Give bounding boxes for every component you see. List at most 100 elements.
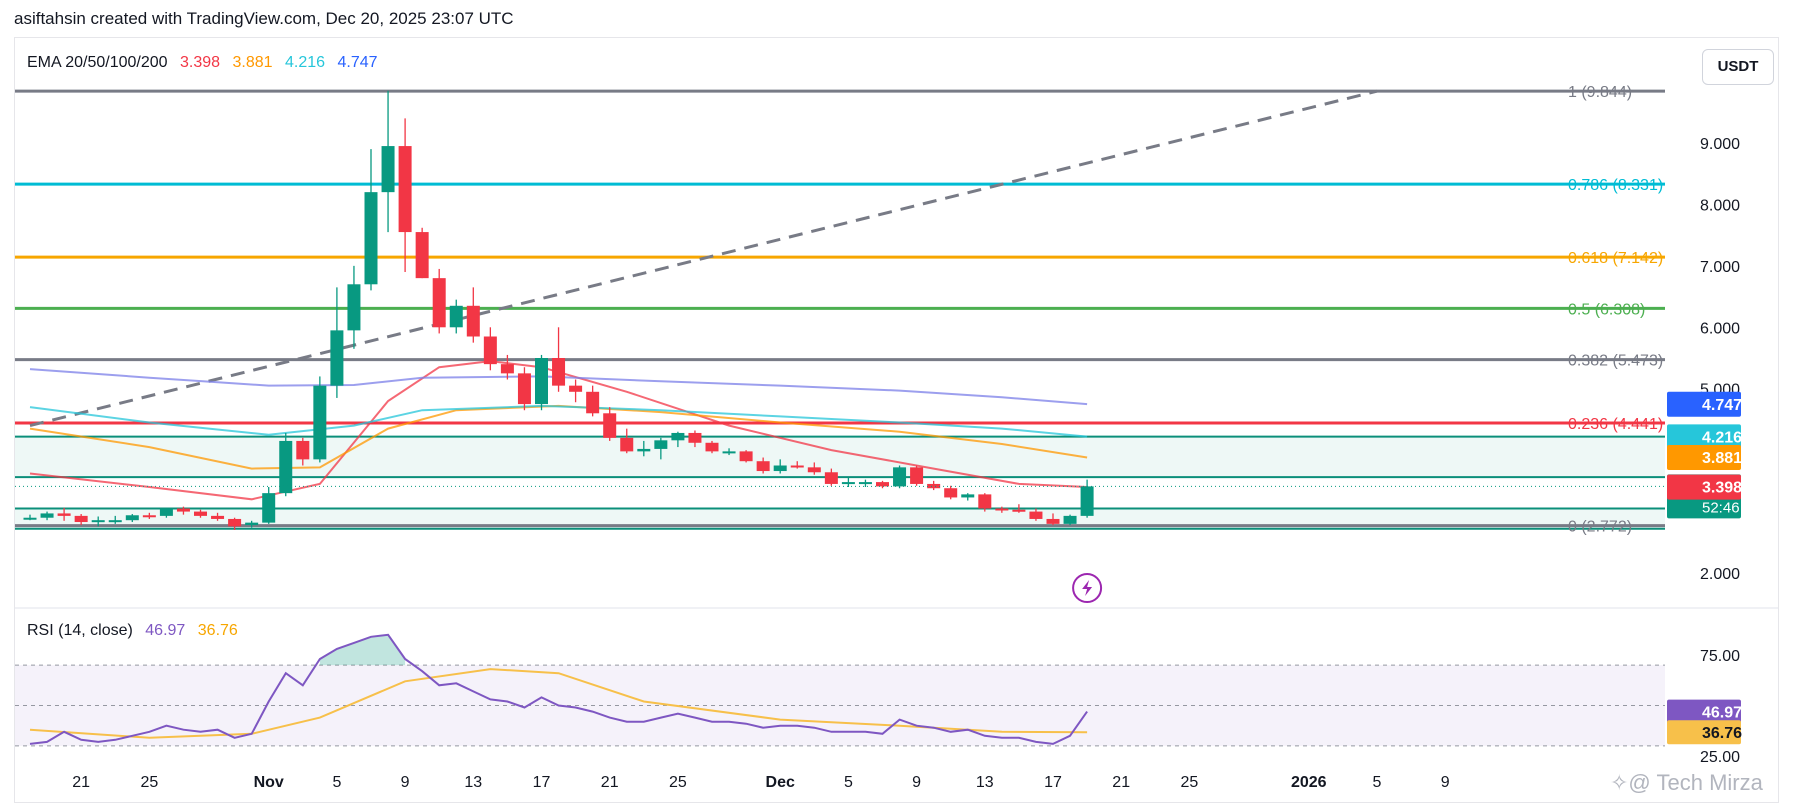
candle-body	[279, 440, 293, 494]
time-tick-label: 21	[601, 774, 619, 791]
candle-body	[142, 515, 156, 518]
fib-level-label: 0.618 (7.142)	[1568, 250, 1663, 267]
axis-price-label: 3.881	[1702, 450, 1742, 467]
candle-body	[483, 336, 497, 365]
candle-body	[824, 472, 838, 484]
candle-body	[211, 515, 225, 519]
rsi-ma-line	[29, 668, 1088, 739]
candle-body	[620, 437, 634, 452]
ema-legend-label: EMA 20/50/100/200	[27, 54, 168, 71]
candle-body	[500, 364, 514, 374]
candle-body	[807, 467, 821, 473]
rsi-axis-label-bg	[1667, 699, 1741, 724]
time-tick-label: 13	[976, 774, 994, 791]
candle-body	[722, 451, 736, 454]
fib-level-label: 0 (2.772)	[1568, 519, 1632, 536]
rsi-tick-label: 75.00	[1700, 648, 1740, 665]
candle-body	[91, 520, 105, 523]
candle-body	[347, 284, 361, 331]
candle-body	[978, 494, 992, 509]
candle-body	[330, 330, 344, 386]
candle-body	[586, 391, 600, 414]
currency-button[interactable]: USDT	[1702, 49, 1774, 85]
candle-body	[552, 358, 566, 386]
time-tick-label: 2026	[1291, 774, 1327, 791]
fib-level-label: 0.5 (6.308)	[1568, 301, 1645, 318]
rsi-axis-label: 36.76	[1702, 725, 1742, 742]
candle-body	[841, 482, 855, 485]
dashed-trend-line	[29, 89, 1378, 428]
candle-body	[108, 520, 122, 523]
candle-body	[1029, 511, 1043, 519]
fib-level-label: 0.236 (4.441)	[1568, 416, 1663, 433]
watermark: ✧@ Tech Mirza	[1610, 770, 1763, 795]
candle-body	[1063, 515, 1077, 524]
chart-attribution: asiftahsin created with TradingView.com,…	[14, 9, 514, 28]
rsi-legend[interactable]: RSI (14, close) 46.97 36.76	[27, 622, 246, 640]
axis-price-label-bg	[1667, 444, 1741, 470]
rsi-line	[29, 633, 1088, 745]
time-tick-label: 25	[1181, 774, 1199, 791]
trend-line	[29, 89, 1378, 428]
time-tick-label: 5	[844, 774, 853, 791]
fib-level-label: 1 (9.844)	[1568, 84, 1632, 101]
rsi-tick-label: 25.00	[1700, 749, 1740, 766]
time-tick-label: Dec	[766, 774, 795, 791]
axis-price-label: 4.747	[1702, 397, 1742, 414]
time-tick-label: 25	[140, 774, 158, 791]
rsi-pane: 75.00 25.00 46.97 36.76	[15, 607, 1778, 766]
ema-line-ema-100	[29, 404, 1088, 438]
fib-level-label: 0.382 (5.473)	[1568, 353, 1663, 370]
candle-body	[125, 515, 139, 521]
support-zone	[15, 436, 1665, 478]
chart-frame	[14, 37, 1779, 803]
candle-body	[57, 513, 71, 516]
time-tick-label: 21	[1112, 774, 1130, 791]
candle-body	[245, 522, 259, 526]
candle-body	[1046, 518, 1060, 524]
ema-20-value: 3.398	[180, 54, 221, 71]
misc-markers	[1072, 573, 1103, 603]
candle-body	[1080, 486, 1094, 516]
candle-body	[569, 385, 583, 392]
candle-body	[1012, 509, 1026, 512]
candle-body	[398, 146, 412, 233]
price-tick-label: 9.000	[1700, 136, 1740, 153]
candles	[15, 90, 1665, 531]
candle-body	[995, 508, 1009, 511]
candle-body	[40, 513, 54, 518]
candle-body	[194, 511, 207, 516]
candle-body	[671, 432, 685, 441]
rsi-axis-label: 46.97	[1702, 705, 1742, 722]
price-tick-label: 2.000	[1700, 566, 1740, 583]
candle-body	[313, 385, 327, 460]
candle-body	[688, 432, 702, 443]
axis-price-label: 4.216	[1702, 429, 1742, 446]
rsi-value: 46.97	[145, 622, 186, 639]
candle-body	[262, 493, 276, 523]
time-tick-label: 9	[401, 774, 410, 791]
candle-countdown: 52:46	[1702, 499, 1740, 516]
candle-body	[296, 440, 310, 460]
axis-price-label-bg	[1667, 474, 1741, 500]
candle-body	[739, 451, 753, 462]
time-tick-label: 21	[72, 774, 90, 791]
ema-100-value: 4.216	[285, 54, 326, 71]
price-tick-label: 7.000	[1700, 259, 1740, 276]
axis-price-label: 3.398	[1702, 480, 1742, 497]
time-tick-label: Nov	[254, 774, 284, 791]
candle-body	[927, 483, 941, 489]
candle-body	[449, 305, 463, 328]
candle-body	[517, 373, 531, 405]
axis-price-label-bg	[1667, 424, 1741, 450]
price-tick-label: 8.000	[1700, 197, 1740, 214]
time-tick-label: 5	[1372, 774, 1381, 791]
rsi-ma-value: 36.76	[197, 622, 238, 639]
time-tick-label: 17	[533, 774, 551, 791]
fib-level-label: 0.786 (8.331)	[1568, 177, 1663, 194]
ema-legend[interactable]: EMA 20/50/100/200 3.398 3.881 4.216 4.74…	[27, 54, 386, 72]
axis-price-label-bg	[1667, 391, 1741, 417]
candle-body	[637, 448, 651, 452]
candle-body	[364, 192, 378, 285]
